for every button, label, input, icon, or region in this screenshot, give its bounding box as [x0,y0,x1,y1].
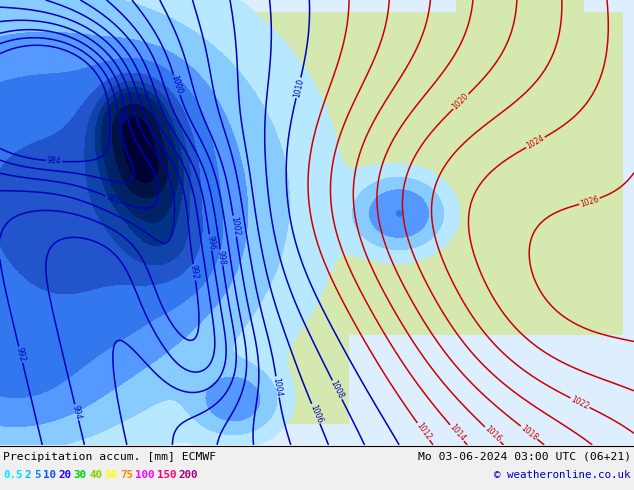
Text: 990: 990 [148,145,164,162]
Text: 988: 988 [105,192,121,206]
Text: 984: 984 [46,156,61,166]
Text: 1010: 1010 [292,77,305,98]
Text: 1016: 1016 [482,424,503,444]
Text: 10: 10 [43,470,56,480]
Text: 150: 150 [157,470,176,480]
Text: 1006: 1006 [308,403,323,424]
Text: 1026: 1026 [579,194,600,208]
Text: 1000: 1000 [169,74,184,96]
Text: 1018: 1018 [519,423,540,442]
Text: 100: 100 [136,470,155,480]
Text: 1008: 1008 [329,379,346,400]
Text: 1020: 1020 [451,92,471,112]
Text: 2: 2 [25,470,31,480]
Text: 75: 75 [120,470,133,480]
Text: 200: 200 [179,470,198,480]
Text: 0.5: 0.5 [3,470,22,480]
Text: 1002: 1002 [229,216,241,236]
Text: 992: 992 [15,346,27,363]
Text: Precipitation accum. [mm] ECMWF: Precipitation accum. [mm] ECMWF [3,452,216,462]
Text: 1014: 1014 [448,423,467,443]
Text: 5: 5 [34,470,41,480]
Text: 986: 986 [113,111,124,127]
Text: 992: 992 [189,265,200,280]
Text: 1004: 1004 [271,377,283,397]
Text: 30: 30 [74,470,87,480]
Text: 998: 998 [216,249,227,265]
Text: Mo 03-06-2024 03:00 UTC (06+21): Mo 03-06-2024 03:00 UTC (06+21) [418,452,631,462]
Text: 1012: 1012 [414,421,432,442]
Text: 996: 996 [205,235,216,250]
Text: 40: 40 [89,470,102,480]
Text: 50: 50 [105,470,117,480]
Text: 20: 20 [58,470,72,480]
Text: 1022: 1022 [569,394,590,411]
Text: 1024: 1024 [525,134,546,151]
Text: 994: 994 [70,404,82,420]
Text: © weatheronline.co.uk: © weatheronline.co.uk [495,470,631,480]
